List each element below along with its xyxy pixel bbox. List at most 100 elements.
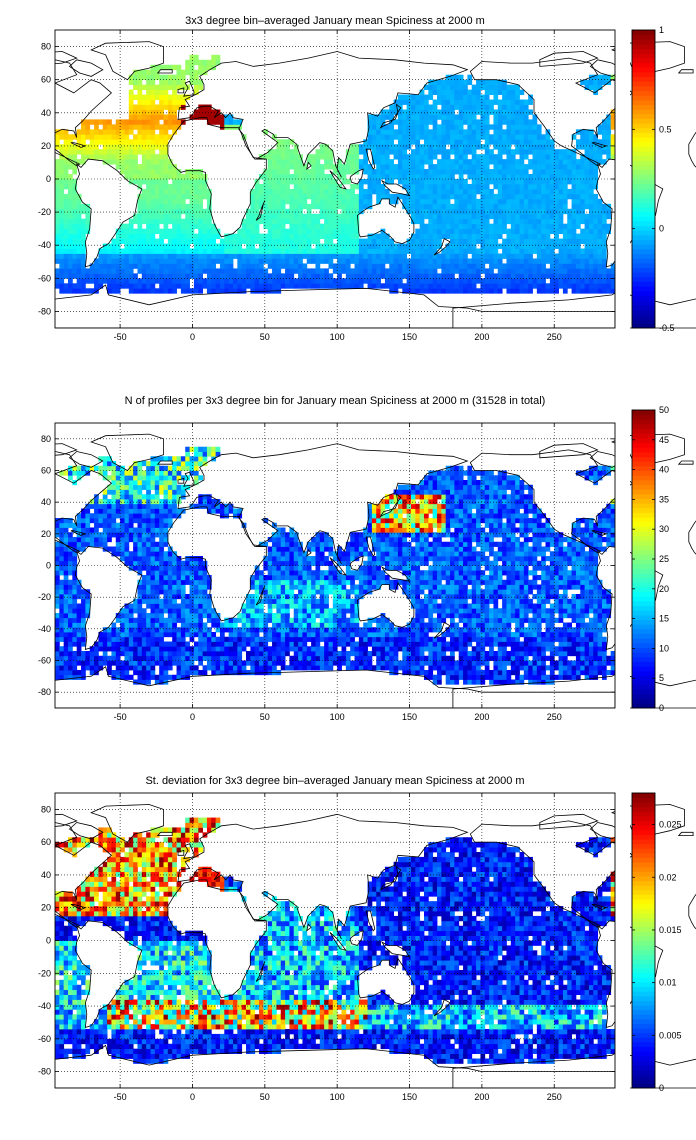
heatmap-cell: [450, 263, 455, 269]
heatmap-cell: [454, 104, 460, 110]
heatmap-cell: [410, 278, 416, 284]
heatmap-cell: [510, 198, 516, 205]
heatmap-cell: [228, 253, 234, 259]
heatmap-cell: [111, 532, 117, 538]
heatmap-cell: [384, 188, 390, 195]
heatmap-cell: [89, 670, 95, 676]
heatmap-cell: [176, 74, 182, 81]
heatmap-cell: [606, 154, 612, 160]
heatmap-cell: [172, 169, 177, 175]
heatmap-cell: [259, 253, 264, 259]
heatmap-cell: [575, 243, 581, 249]
heatmap-cell: [115, 470, 121, 476]
heatmap-cell: [597, 129, 603, 135]
heatmap-cell: [59, 594, 65, 600]
heatmap-cell: [376, 154, 381, 160]
heatmap-cell: [476, 99, 481, 105]
heatmap-cell: [128, 114, 134, 120]
heatmap-cell: [306, 208, 312, 215]
heatmap-cell: [72, 608, 78, 614]
heatmap-cell: [285, 164, 290, 170]
heatmap-cell: [515, 273, 520, 279]
heatmap-cell: [59, 589, 65, 595]
heatmap-cell: [102, 149, 108, 155]
heatmap-cell: [450, 174, 455, 180]
heatmap-cell: [467, 188, 473, 195]
heatmap-cell: [163, 164, 169, 170]
heatmap-cell: [415, 213, 421, 220]
heatmap-cell: [415, 109, 421, 115]
heatmap-cell: [549, 159, 555, 165]
heatmap-cell: [519, 223, 525, 230]
heatmap-cell: [293, 183, 299, 190]
heatmap-cell: [146, 617, 151, 623]
heatmap-cell: [206, 258, 212, 264]
heatmap-cell: [337, 278, 342, 284]
heatmap-cell: [549, 164, 555, 170]
heatmap-cell: [285, 248, 290, 254]
heatmap-cell: [63, 154, 69, 160]
heatmap-cell: [584, 134, 590, 140]
heatmap-cell: [137, 164, 143, 170]
heatmap-cell: [363, 203, 368, 210]
heatmap-cell: [397, 248, 403, 254]
heatmap-cell: [406, 174, 412, 180]
heatmap-cell: [202, 263, 208, 269]
heatmap-cell: [163, 622, 169, 628]
heatmap-cell: [402, 253, 408, 259]
heatmap-cell: [415, 248, 421, 254]
heatmap-cell: [380, 243, 386, 249]
heatmap-cell: [406, 114, 412, 120]
heatmap-cell: [272, 283, 277, 289]
heatmap-cell: [111, 522, 117, 528]
heatmap-cell: [141, 556, 147, 562]
heatmap-cell: [467, 283, 473, 289]
heatmap-cell: [133, 94, 138, 100]
heatmap-cell: [597, 154, 603, 160]
heatmap-cell: [601, 74, 607, 81]
heatmap-cell: [59, 665, 65, 671]
heatmap-cell: [593, 193, 599, 200]
heatmap-cell: [146, 679, 151, 685]
heatmap-cell: [419, 253, 425, 259]
heatmap-cell: [59, 253, 65, 259]
heatmap-cell: [567, 278, 572, 284]
heatmap-cell: [445, 228, 451, 235]
heatmap-cell: [263, 248, 269, 254]
heatmap-cell: [289, 208, 295, 215]
heatmap-cell: [72, 223, 78, 230]
heatmap-cell: [120, 119, 125, 125]
heatmap-cell: [341, 179, 347, 185]
heatmap-cell: [72, 243, 78, 249]
heatmap-cell: [467, 218, 473, 225]
heatmap-cell: [510, 228, 516, 235]
heatmap-cell: [146, 589, 151, 595]
heatmap-cell: [610, 114, 616, 120]
heatmap-cell: [493, 243, 499, 249]
heatmap-cell: [458, 193, 464, 200]
heatmap-cell: [154, 508, 160, 514]
heatmap-cell: [380, 233, 386, 239]
heatmap-cell: [536, 268, 542, 274]
heatmap-cell: [298, 258, 303, 264]
heatmap-cell: [419, 288, 425, 294]
heatmap-cell: [128, 233, 134, 239]
heatmap-cell: [506, 174, 512, 180]
heatmap-cell: [384, 139, 390, 145]
heatmap-cell: [98, 456, 104, 462]
heatmap-cell: [215, 253, 221, 259]
heatmap-cell: [458, 109, 464, 115]
heatmap-cell: [515, 258, 520, 264]
heatmap-cell: [172, 655, 177, 661]
heatmap-cell: [580, 283, 586, 289]
heatmap-cell: [337, 223, 342, 230]
heatmap-cell: [59, 651, 65, 657]
heatmap-cell: [493, 114, 499, 120]
heatmap-cell: [476, 233, 481, 239]
heatmap-cell: [458, 154, 464, 160]
heatmap-cell: [219, 283, 225, 289]
heatmap-cell: [154, 674, 160, 680]
heatmap-cell: [259, 154, 264, 160]
heatmap-cell: [458, 169, 464, 175]
heatmap-cell: [523, 278, 529, 284]
